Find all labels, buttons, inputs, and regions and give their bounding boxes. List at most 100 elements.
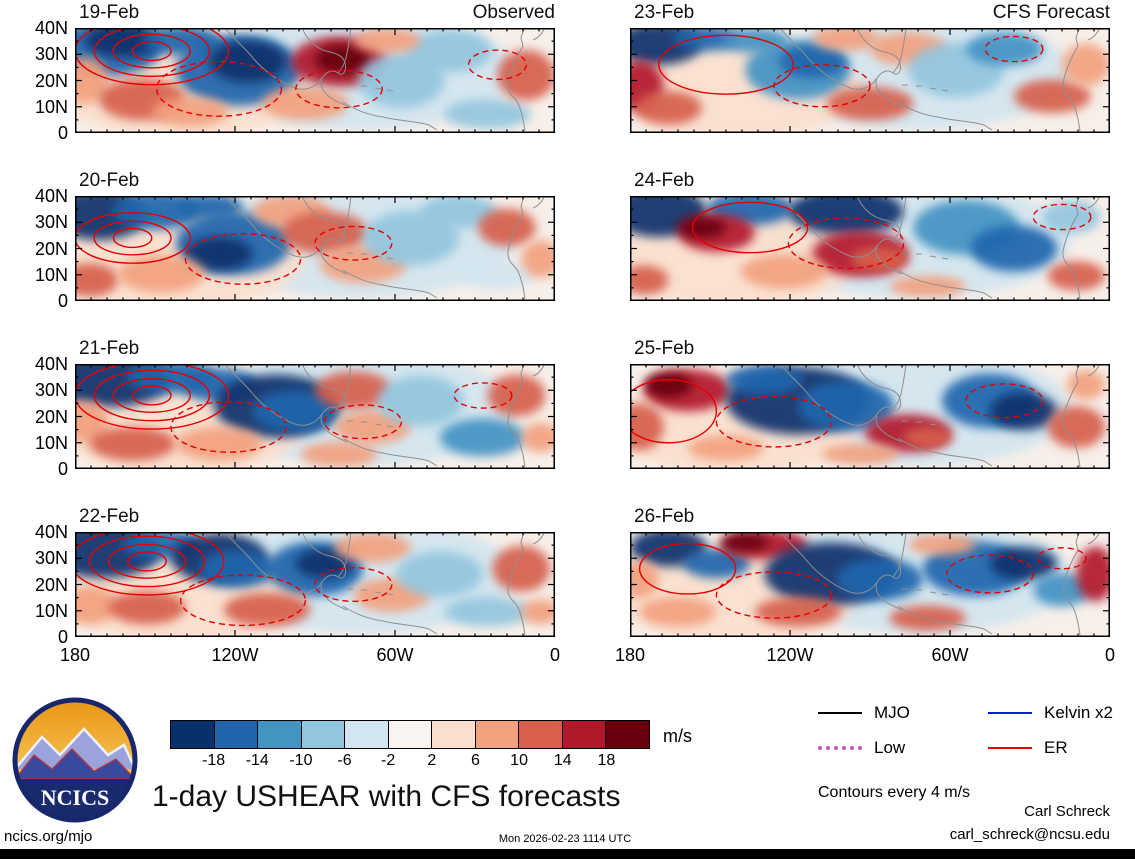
coastline — [532, 532, 546, 545]
er-contour — [314, 567, 393, 602]
coastline — [342, 101, 438, 131]
coastline — [779, 28, 901, 90]
panel-date-label: 20-Feb — [79, 170, 140, 191]
contour-note: Contours every 4 m/s — [818, 784, 971, 801]
legend-label: Low — [874, 738, 906, 757]
bottom-bar — [0, 849, 1135, 859]
x-axis-tick-label: 0 — [549, 645, 560, 665]
coastline — [337, 364, 352, 410]
map-panel-23-Feb — [629, 27, 1111, 134]
legend-label: MJO — [874, 703, 910, 722]
coastline — [532, 28, 546, 41]
y-axis-tick-label: 40N — [34, 186, 68, 206]
er-contour — [184, 233, 302, 285]
er-contour — [715, 395, 833, 448]
coastline — [1062, 532, 1081, 636]
colorbar-cell — [518, 720, 563, 749]
y-axis-tick-label: 10N — [34, 432, 68, 453]
coastline — [897, 437, 993, 467]
er-contour — [773, 64, 871, 108]
coastline — [337, 196, 352, 242]
colorbar-tick-label: 6 — [471, 752, 480, 769]
map-field — [629, 363, 1111, 470]
er-contour — [112, 33, 191, 69]
y-axis-tick-label: 30N — [34, 548, 68, 569]
low-line-icon — [818, 746, 862, 750]
er-contour — [93, 28, 211, 77]
colorbar-tick-label: -10 — [289, 752, 313, 769]
er-contour — [179, 574, 307, 627]
y-axis-tick-label: 30N — [34, 44, 68, 65]
legend-item-mjo: MJO — [818, 702, 910, 724]
er-contour — [107, 543, 187, 579]
legend-item-kelvin: Kelvin x2 — [988, 702, 1113, 724]
coastline — [875, 581, 903, 611]
colorbar-tick-label: 10 — [510, 752, 528, 769]
legend-item-er: ER — [988, 737, 1068, 759]
coastline — [1087, 196, 1101, 209]
coastline — [507, 196, 526, 300]
coastline — [1062, 364, 1081, 468]
x-axis-tick-label: 120W — [211, 645, 259, 665]
coastline — [320, 77, 348, 107]
back-mountains-icon — [15, 729, 135, 769]
y-axis-tick-label: 20N — [34, 238, 68, 259]
er-contour — [715, 571, 833, 619]
coastline — [1062, 28, 1081, 132]
coastline — [532, 364, 546, 377]
colorbar-cell — [257, 720, 302, 749]
y-axis-tick-label: 20N — [34, 70, 68, 91]
x-axis-tick-label: 0 — [1104, 645, 1115, 665]
coastline — [902, 252, 949, 260]
coastline — [224, 28, 346, 90]
coastline — [507, 532, 526, 636]
y-axis-tick-label: 0 — [57, 291, 68, 311]
y-axis-tick-label: 30N — [34, 380, 68, 401]
er-contour — [93, 369, 211, 422]
panel-date-label: 21-Feb — [79, 338, 140, 359]
panel-date-label: 22-Feb — [79, 506, 140, 527]
coastline — [897, 269, 993, 299]
er-contour — [1037, 547, 1087, 570]
legend-label: Kelvin x2 — [1044, 703, 1113, 722]
coastline — [892, 532, 907, 578]
panel-date-label: 19-Feb — [79, 2, 140, 23]
er-contour — [658, 34, 794, 95]
er-contour — [131, 385, 172, 406]
ncics-logo: NCICS — [8, 693, 142, 827]
coastline — [1087, 364, 1101, 377]
coastline — [897, 605, 993, 635]
colorbar-cell — [387, 720, 433, 749]
y-axis-tick-label: 0 — [57, 123, 68, 143]
coastline — [902, 588, 949, 596]
coastline — [342, 605, 438, 635]
colorbar-tick-label: -18 — [202, 752, 226, 769]
colorbar — [170, 720, 651, 749]
coastline — [897, 101, 993, 131]
legend-item-low: Low — [818, 737, 905, 759]
coastline — [779, 364, 901, 426]
panel-date-label: 25-Feb — [634, 338, 695, 359]
y-axis-tick-label: 0 — [57, 459, 68, 479]
colorbar-tick-label: -2 — [381, 752, 396, 769]
y-axis-tick-label: 40N — [34, 18, 68, 38]
er-contour — [93, 220, 172, 256]
er-contour — [965, 383, 1044, 419]
credit-email: carl_schreck@ncsu.edu — [949, 826, 1110, 843]
coastline — [779, 532, 901, 594]
er-line-icon — [988, 747, 1032, 749]
y-axis-tick-label: 10N — [34, 600, 68, 621]
y-axis-tick-label: 20N — [34, 574, 68, 595]
coastline — [892, 364, 907, 410]
coastline — [347, 84, 394, 92]
map-panel-21-Feb — [74, 363, 556, 470]
er-contour — [453, 382, 513, 409]
coastline — [1087, 532, 1101, 545]
colorbar-cell — [213, 720, 259, 749]
coastline — [337, 28, 352, 74]
coastline — [902, 420, 949, 428]
coastline — [347, 252, 394, 260]
coastline — [507, 28, 526, 132]
logo-text: NCICS — [41, 785, 109, 810]
